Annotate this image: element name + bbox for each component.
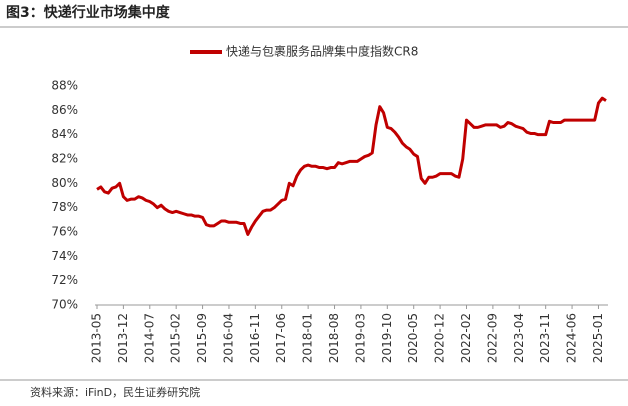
chart-title: 图3：快递行业市场集中度	[6, 4, 171, 21]
x-tick-label: 2025-01	[591, 313, 605, 363]
y-tick-label: 78%	[51, 200, 78, 214]
legend-label: 快递与包裹服务品牌集中度指数CR8	[226, 44, 418, 59]
y-tick-label: 80%	[51, 176, 78, 190]
y-tick-label: 86%	[51, 103, 78, 117]
x-tick-label: 2013-05	[90, 313, 104, 363]
x-tick-label: 2019-10	[380, 313, 394, 363]
x-tick-label: 2023-04	[512, 313, 526, 363]
y-tick-label: 84%	[51, 127, 78, 141]
series-line	[96, 96, 607, 236]
y-tick-label: 70%	[51, 298, 78, 312]
x-tick-label: 2024-06	[565, 313, 579, 363]
x-tick-label: 2017-06	[274, 313, 288, 363]
source: 资料来源：iFinD，民生证券研究院	[30, 385, 200, 399]
x-tick-label: 2016-11	[248, 313, 262, 363]
x-tick-label: 2016-04	[221, 313, 235, 363]
x-tick-label: 2022-09	[485, 313, 499, 363]
y-tick-label: 72%	[51, 273, 78, 287]
x-tick-label: 2020-05	[406, 313, 420, 363]
y-tick-label: 74%	[51, 249, 78, 263]
x-tick-label: 2014-07	[142, 313, 156, 363]
x-tick-label: 2022-02	[459, 313, 473, 363]
y-tick-label: 76%	[51, 225, 78, 239]
x-tick-label: 2013-12	[116, 313, 130, 363]
y-tick-label: 82%	[51, 152, 78, 166]
x-tick-label: 2019-03	[353, 313, 367, 363]
x-tick-label: 2015-02	[169, 313, 183, 363]
x-tick-label: 2023-11	[538, 313, 552, 363]
x-tick-label: 2018-01	[301, 313, 315, 363]
x-tick-label: 2015-09	[195, 313, 209, 363]
y-tick-label: 88%	[51, 79, 78, 93]
x-tick-label: 2018-08	[327, 313, 341, 363]
x-tick-label: 2020-12	[433, 313, 447, 363]
